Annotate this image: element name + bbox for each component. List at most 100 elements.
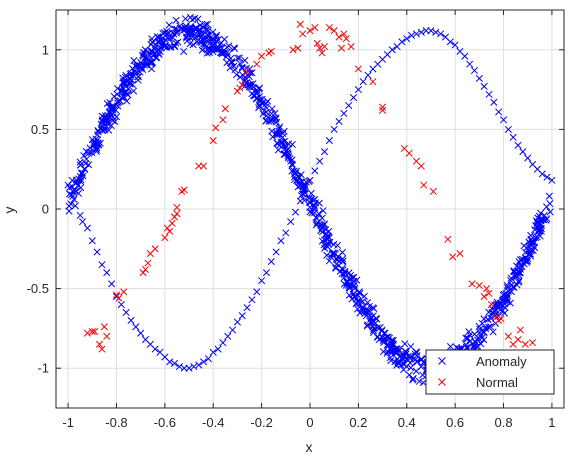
normal-point bbox=[485, 289, 493, 297]
anomaly-point bbox=[103, 269, 111, 277]
anomaly-point bbox=[297, 171, 305, 179]
anomaly-point bbox=[140, 48, 148, 56]
anomaly-point bbox=[190, 363, 198, 371]
x-tick-label: -0.2 bbox=[250, 415, 272, 430]
legend-anomaly-label: Anomaly bbox=[476, 354, 527, 369]
anomaly-point bbox=[476, 325, 484, 333]
normal-point bbox=[95, 340, 104, 348]
anomaly-point bbox=[359, 78, 367, 86]
anomaly-point bbox=[154, 33, 162, 41]
anomaly-point bbox=[214, 345, 222, 353]
normal-point bbox=[444, 235, 452, 243]
anomaly-point bbox=[94, 141, 103, 149]
anomaly-point bbox=[142, 61, 151, 69]
anomaly-point bbox=[196, 21, 204, 29]
anomaly-point bbox=[142, 53, 150, 61]
anomaly-point bbox=[516, 269, 524, 277]
anomaly-point bbox=[356, 309, 364, 317]
normal-point bbox=[103, 332, 111, 340]
anomaly-point bbox=[248, 296, 256, 304]
anomaly-point bbox=[397, 361, 405, 369]
anomaly-point bbox=[209, 348, 217, 356]
normal-point bbox=[219, 116, 227, 124]
normal-point bbox=[456, 250, 464, 258]
anomaly-point bbox=[157, 44, 165, 52]
anomaly-point bbox=[400, 366, 408, 374]
anomaly-point bbox=[349, 94, 358, 102]
anomaly-point bbox=[151, 41, 160, 49]
anomaly-point bbox=[325, 257, 333, 265]
anomaly-point bbox=[130, 57, 138, 65]
normal-point bbox=[233, 87, 241, 95]
anomaly-point bbox=[93, 248, 101, 256]
normal-point bbox=[141, 265, 150, 274]
anomaly-point bbox=[340, 109, 348, 118]
anomaly-point bbox=[282, 229, 290, 237]
anomaly-point bbox=[462, 334, 470, 342]
anomaly-point bbox=[364, 321, 372, 329]
anomaly-point bbox=[106, 99, 114, 107]
anomaly-point bbox=[272, 248, 280, 256]
normal-points bbox=[83, 20, 537, 353]
anomaly-point bbox=[323, 251, 331, 259]
anomaly-point bbox=[262, 269, 271, 277]
anomaly-point bbox=[413, 352, 421, 360]
anomaly-point bbox=[186, 28, 194, 36]
normal-point bbox=[320, 43, 329, 51]
normal-point bbox=[340, 30, 348, 38]
anomaly-point bbox=[225, 42, 233, 50]
anomaly-point bbox=[79, 218, 87, 226]
anomaly-point bbox=[509, 133, 517, 141]
anomaly-point bbox=[311, 167, 319, 175]
anomaly-point bbox=[387, 356, 395, 365]
anomaly-point bbox=[224, 332, 232, 340]
anomaly-point bbox=[284, 151, 292, 159]
anomaly-point bbox=[464, 334, 472, 342]
anomaly-point bbox=[241, 76, 249, 84]
anomaly-point bbox=[320, 148, 329, 156]
anomaly-point bbox=[107, 122, 115, 130]
anomaly-point bbox=[166, 35, 174, 43]
anomaly-point bbox=[274, 146, 282, 154]
anomaly-point bbox=[327, 253, 335, 261]
anomaly-point bbox=[538, 170, 546, 178]
x-axis-ticks: -1 -0.8 -0.6 -0.4 -0.2 0 0.2 0.4 0.6 0.8 1 bbox=[62, 10, 556, 430]
anomaly-point bbox=[516, 265, 525, 273]
anomaly-point bbox=[353, 276, 361, 284]
anomaly-point bbox=[313, 214, 321, 222]
normal-point bbox=[480, 293, 488, 301]
normal-point bbox=[335, 33, 343, 41]
anomaly-point bbox=[515, 278, 523, 286]
anomaly-point bbox=[351, 284, 359, 292]
anomaly-point bbox=[402, 350, 410, 358]
anomaly-point bbox=[148, 35, 156, 43]
anomaly-point bbox=[259, 110, 267, 118]
anomaly-point bbox=[335, 117, 343, 125]
normal-point bbox=[173, 210, 181, 218]
anomaly-point bbox=[88, 136, 96, 144]
legend-normal-label: Normal bbox=[476, 375, 518, 390]
anomaly-point bbox=[338, 270, 346, 278]
normal-point bbox=[497, 315, 505, 323]
y-tick-label: -1 bbox=[37, 361, 49, 376]
anomaly-point bbox=[77, 184, 85, 192]
anomaly-point bbox=[69, 192, 77, 200]
x-tick-label: 0.8 bbox=[494, 415, 512, 430]
anomaly-point bbox=[300, 182, 308, 190]
anomaly-point bbox=[513, 262, 521, 270]
anomaly-point bbox=[437, 30, 445, 38]
anomaly-point bbox=[495, 108, 503, 116]
anomaly-point bbox=[362, 312, 370, 320]
anomaly-point bbox=[122, 71, 130, 79]
normal-point bbox=[487, 300, 495, 309]
anomaly-point bbox=[74, 189, 83, 197]
anomaly-point bbox=[239, 71, 247, 79]
anomaly-point bbox=[76, 158, 84, 166]
anomaly-point bbox=[312, 221, 320, 229]
anomaly-points bbox=[64, 13, 556, 387]
anomaly-point bbox=[480, 328, 488, 336]
anomaly-point bbox=[122, 308, 130, 317]
anomaly-point bbox=[165, 21, 173, 29]
anomaly-point bbox=[370, 317, 378, 326]
normal-point bbox=[417, 162, 425, 170]
